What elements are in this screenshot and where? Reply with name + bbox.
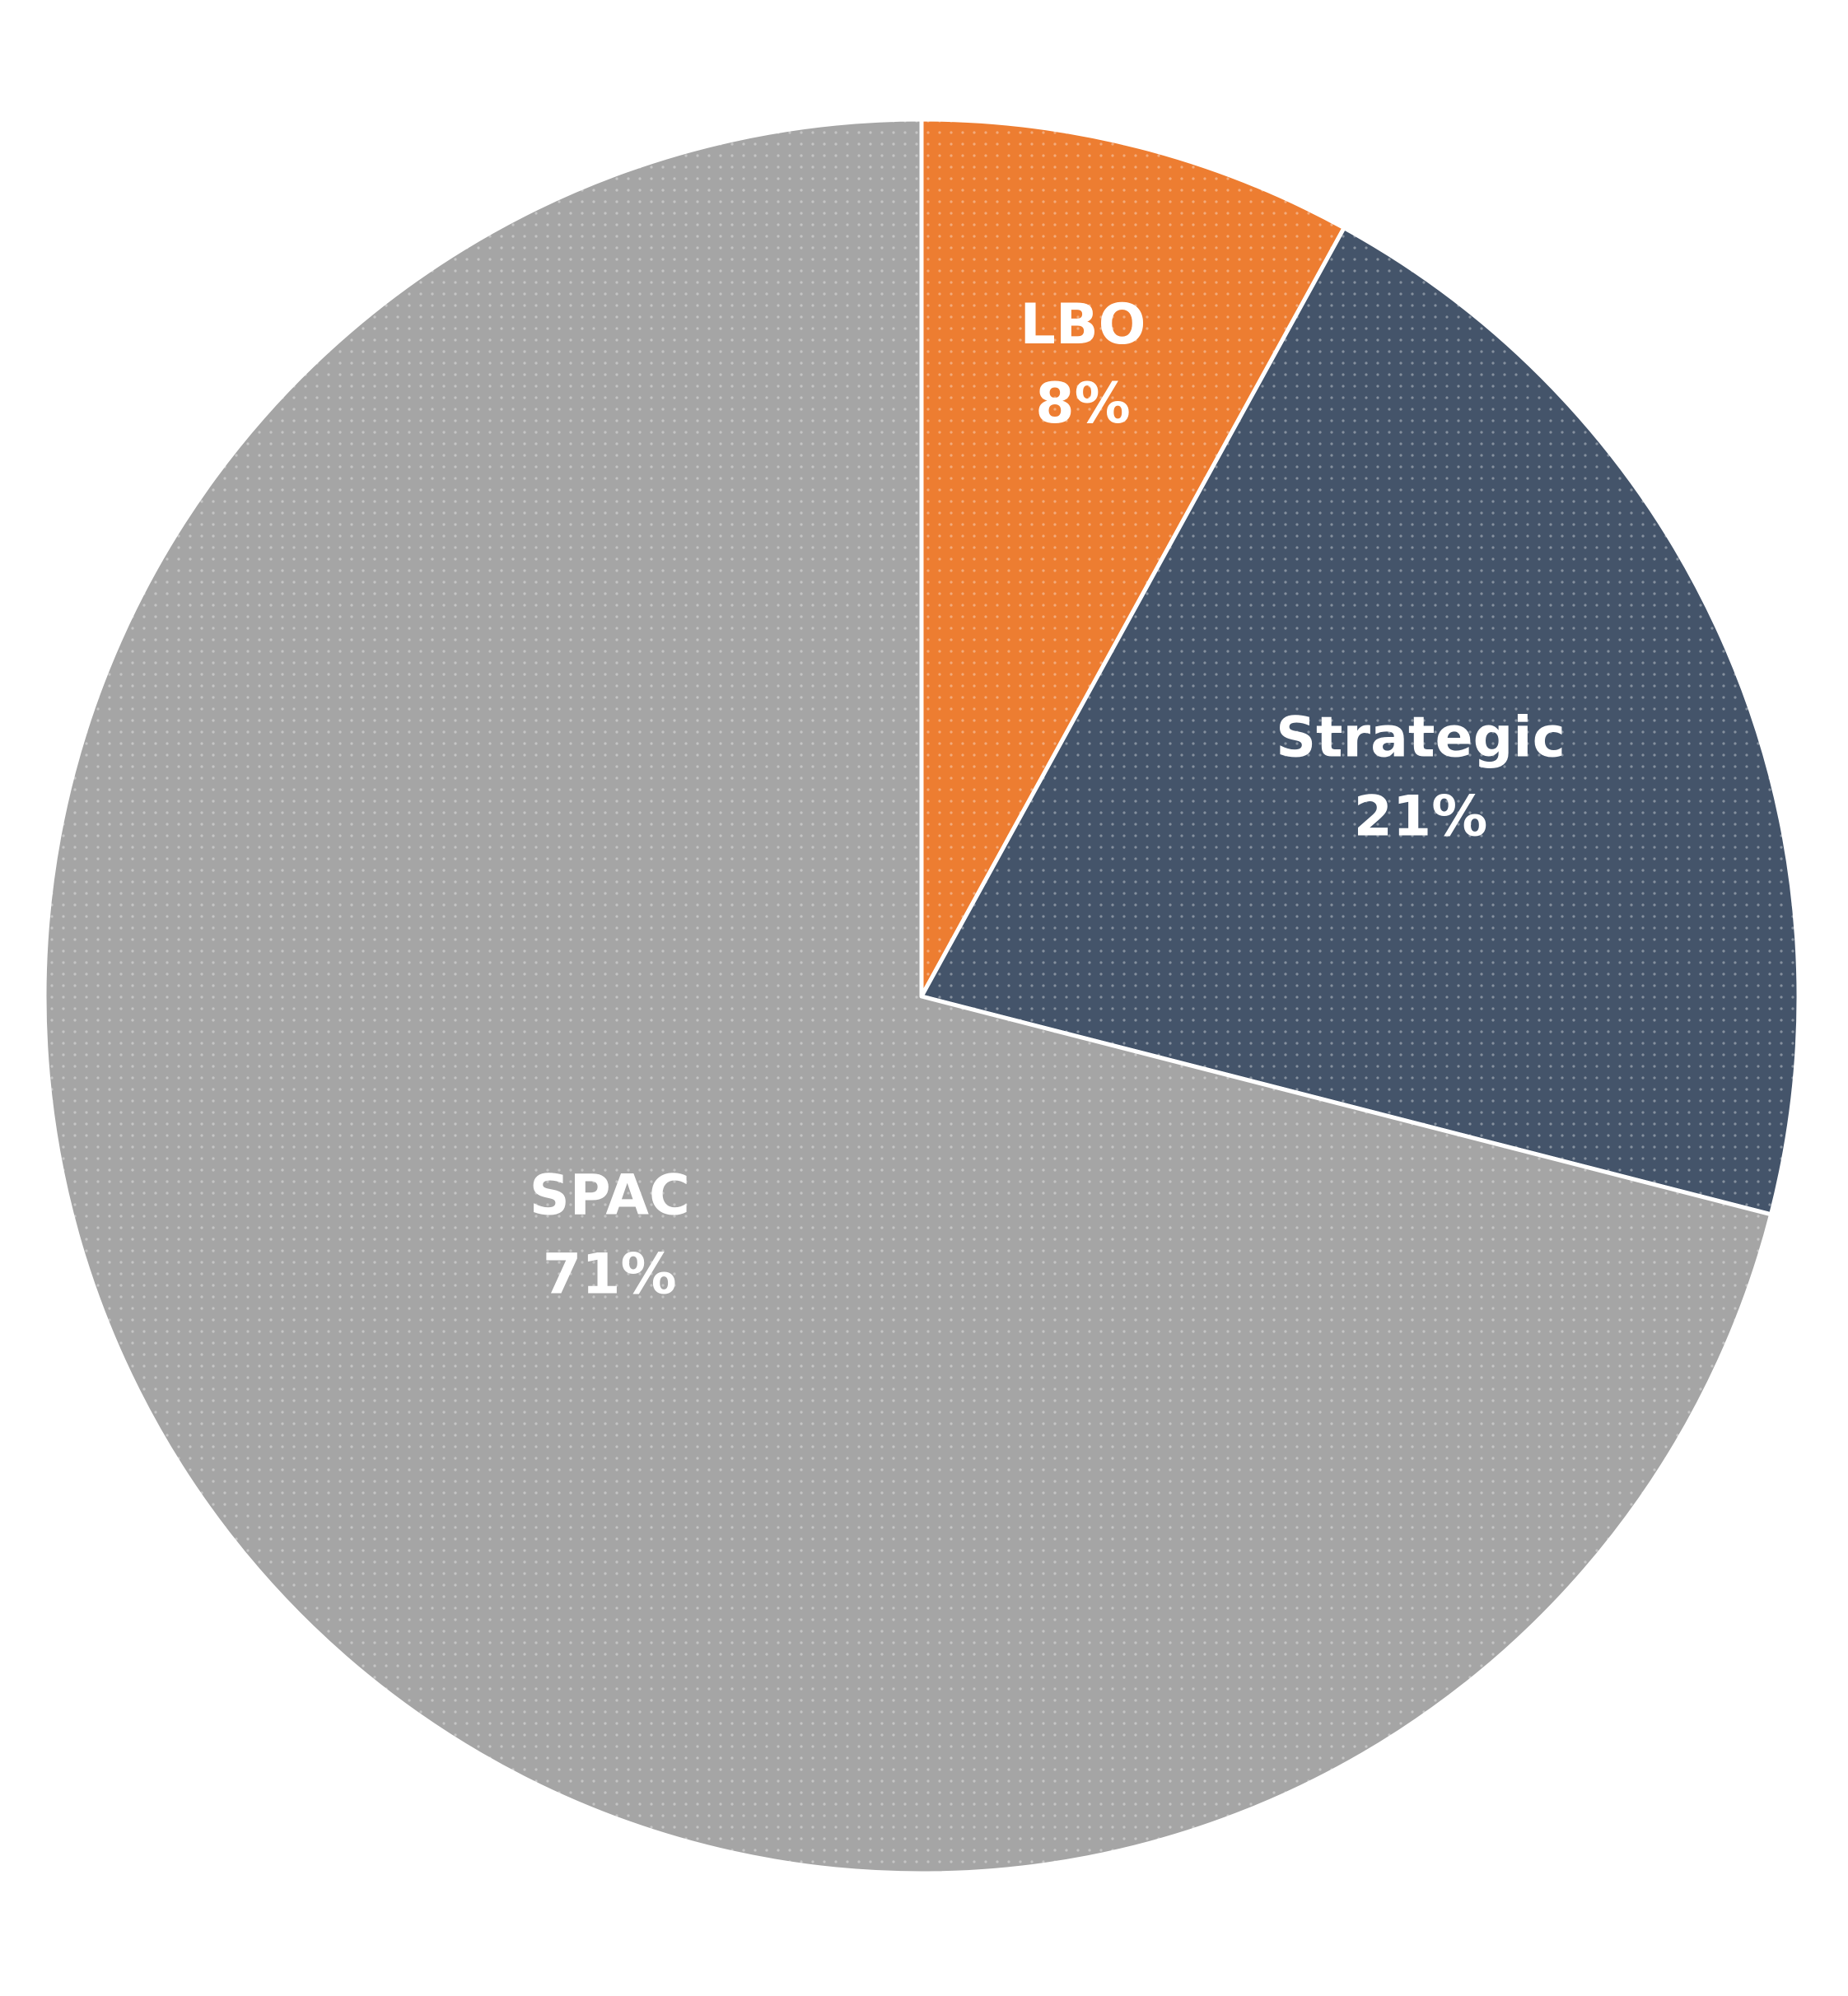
slice-label: Strategic xyxy=(1276,705,1566,770)
slices xyxy=(42,117,1801,1876)
slice-value-label: 8% xyxy=(1035,371,1130,436)
slice-value-label: 71% xyxy=(543,1242,677,1307)
slice-label: LBO xyxy=(1020,292,1146,357)
slice-label: SPAC xyxy=(530,1163,690,1228)
slice-value-label: 21% xyxy=(1354,784,1488,849)
labels: LBO 8% Strategic 21% SPAC 71% xyxy=(530,292,1566,1307)
